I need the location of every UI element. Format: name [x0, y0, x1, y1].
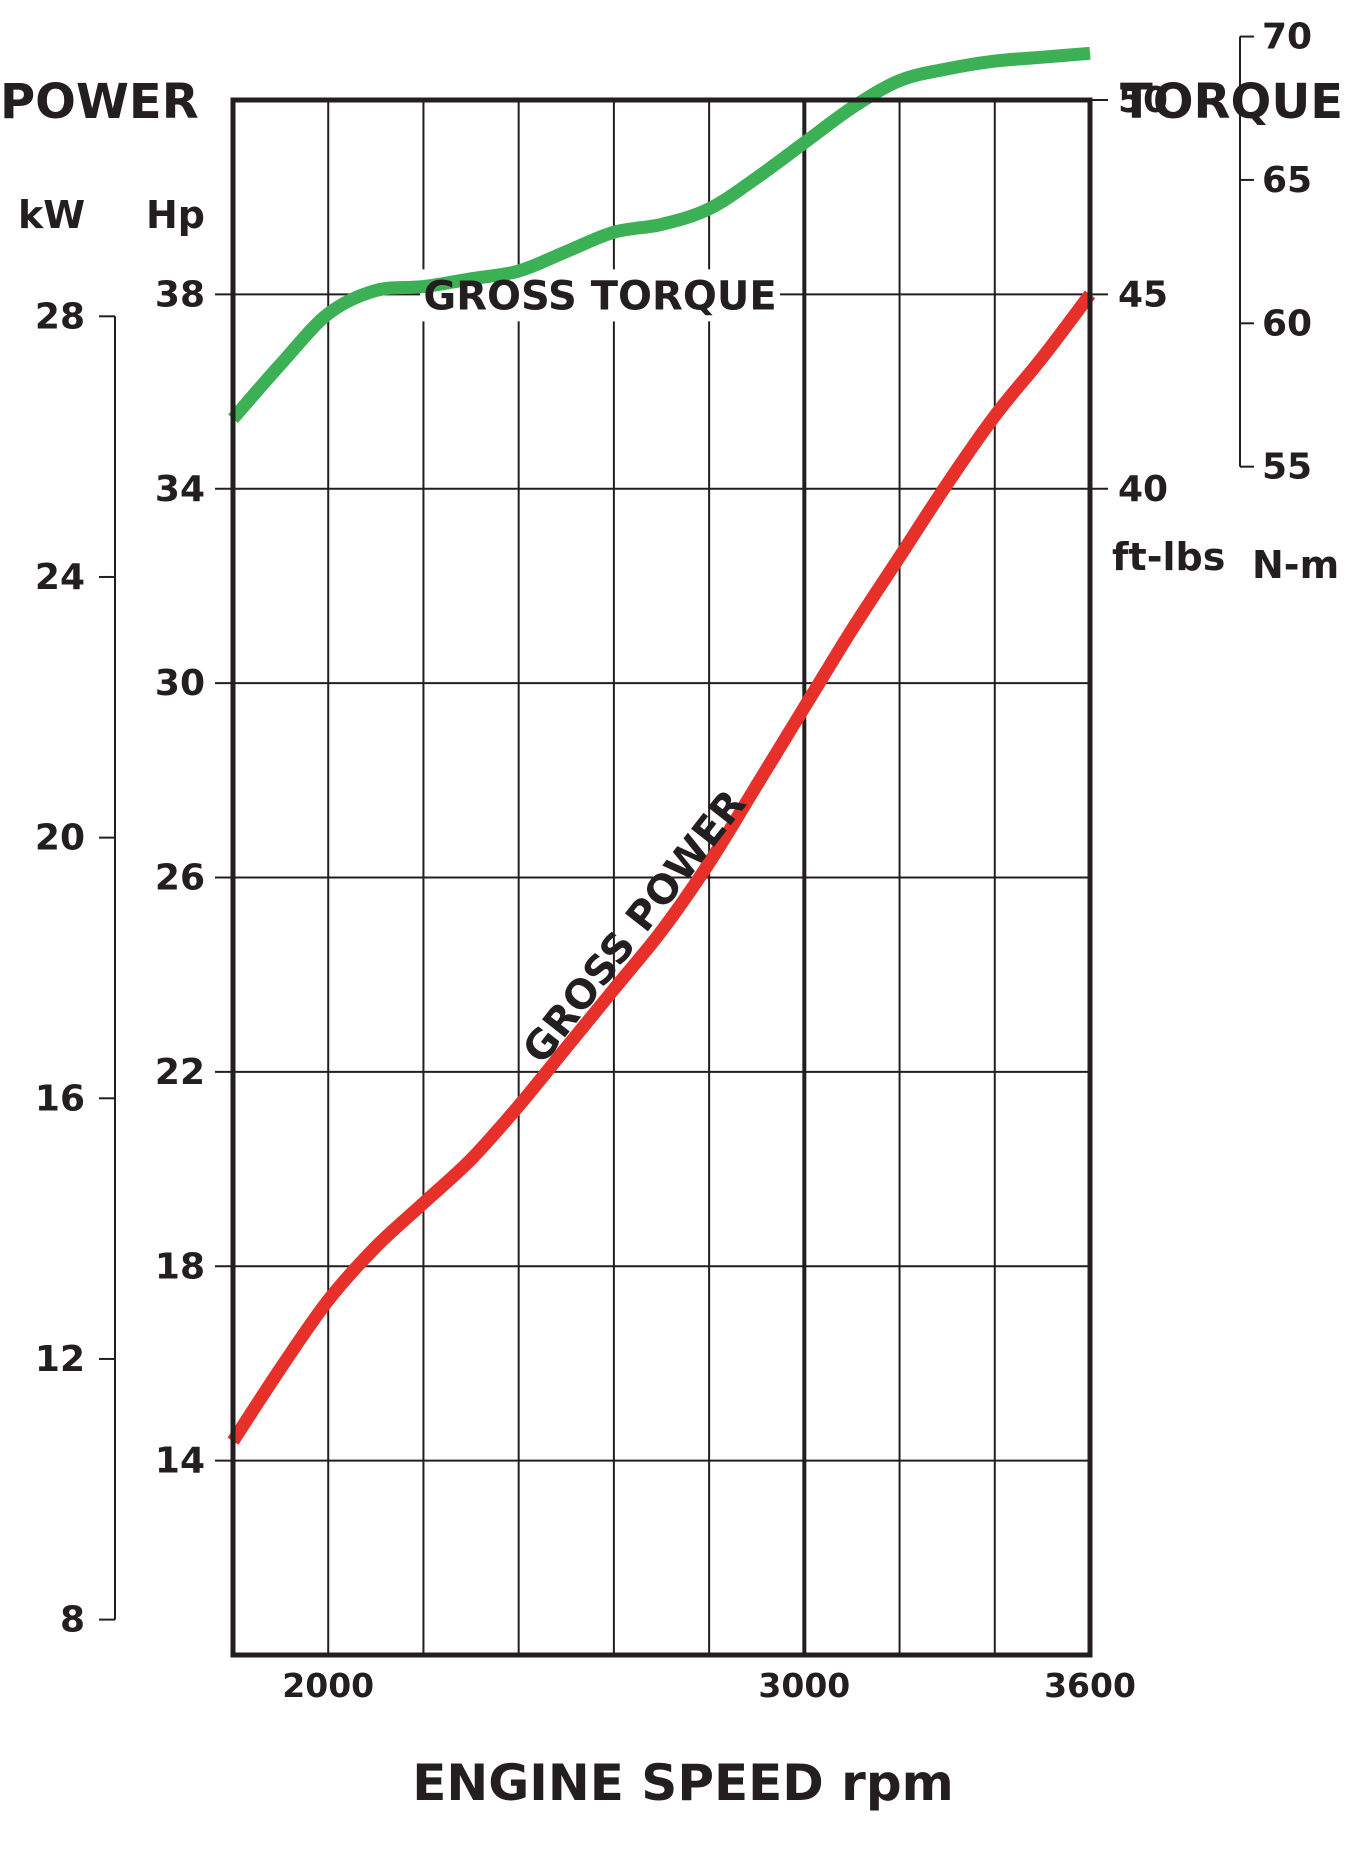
kw-tick-label: 8 — [60, 1600, 85, 1641]
x-tick-label: 2000 — [282, 1666, 374, 1705]
axes: 14 18 22 26 30 34 38 2000 3000 3600 8 12 16 20 24 28 40 4… — [35, 17, 1312, 1705]
ftlbs-tick-label: 45 — [1118, 274, 1168, 315]
x-axis-title: ENGINE SPEED rpm — [412, 1754, 953, 1812]
kw-tick-label: 28 — [35, 296, 85, 337]
nm-tick-label: 65 — [1262, 160, 1312, 201]
hp-tick-label: 38 — [155, 274, 205, 315]
nm-tick-label: 60 — [1262, 303, 1312, 344]
ftlbs-tick-label: 40 — [1118, 469, 1168, 510]
nm-unit-label: N-m — [1252, 543, 1339, 587]
kw-tick-label: 12 — [35, 1339, 85, 1380]
hp-tick-label: 30 — [155, 663, 205, 704]
hp-tick-label: 14 — [155, 1441, 205, 1482]
nm-tick-label: 70 — [1262, 17, 1312, 58]
x-tick-label: 3600 — [1044, 1666, 1136, 1705]
ftlbs-tick-label: 50 — [1118, 80, 1168, 121]
hp-tick-label: 34 — [155, 469, 205, 510]
gross-torque-line — [228, 46, 1091, 424]
kw-unit-label: kW — [18, 193, 85, 237]
ftlbs-unit-label: ft-lbs — [1112, 535, 1225, 579]
curves — [227, 46, 1096, 1445]
gross-torque-label: GROSS TORQUE — [423, 273, 776, 319]
hp-tick-label: 22 — [155, 1052, 205, 1093]
hp-tick-label: 18 — [155, 1246, 205, 1287]
right-axis-title: TORQUE — [1120, 74, 1343, 130]
left-axis-title: POWER — [0, 74, 199, 130]
kw-tick-label: 20 — [35, 818, 85, 859]
x-tick-label: 3000 — [758, 1666, 850, 1705]
plot-frame — [230, 97, 1093, 1658]
nm-tick-label: 55 — [1262, 447, 1312, 488]
kw-tick-label: 16 — [35, 1078, 85, 1119]
gross-power-label: GROSS POWER — [514, 782, 755, 1073]
hp-unit-label: Hp — [146, 193, 205, 237]
hp-tick-label: 26 — [155, 858, 205, 899]
gross-power-line — [227, 290, 1096, 1445]
kw-tick-label: 24 — [35, 557, 85, 598]
